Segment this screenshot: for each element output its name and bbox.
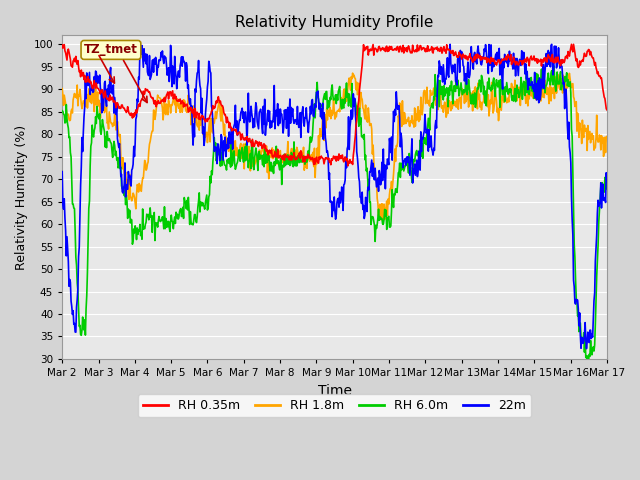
Text: TZ_tmet: TZ_tmet	[84, 43, 138, 57]
Y-axis label: Relativity Humidity (%): Relativity Humidity (%)	[15, 125, 28, 270]
Legend: RH 0.35m, RH 1.8m, RH 6.0m, 22m: RH 0.35m, RH 1.8m, RH 6.0m, 22m	[138, 395, 531, 418]
Title: Relativity Humidity Profile: Relativity Humidity Profile	[236, 15, 434, 30]
X-axis label: Time: Time	[317, 384, 351, 397]
